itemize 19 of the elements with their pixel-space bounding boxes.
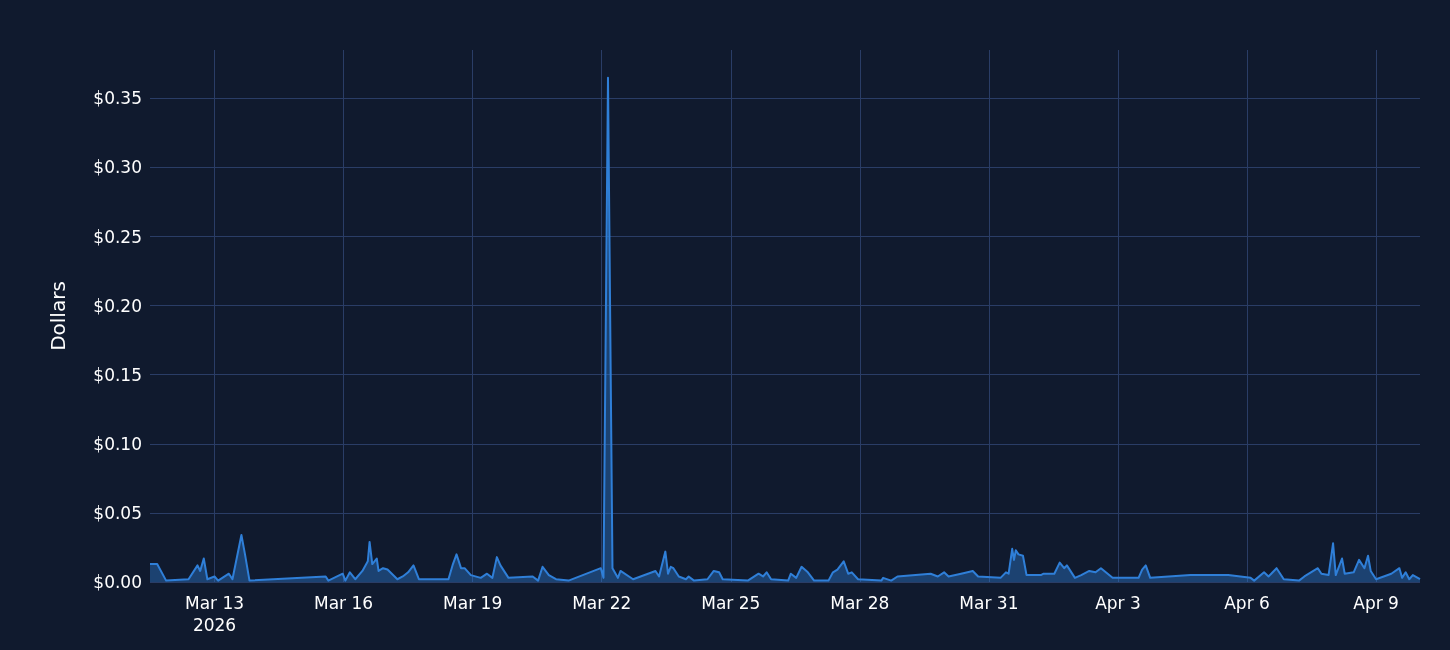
x-tick-label: Mar 28 — [830, 593, 890, 613]
x-tick-label: Mar 31 — [959, 593, 1019, 613]
x-tick-label: Mar 19 — [443, 593, 503, 613]
y-tick-label: $0.25 — [93, 226, 142, 247]
y-tick-label: $0.15 — [93, 364, 142, 385]
x-tick-label: Apr 9 — [1353, 593, 1399, 613]
x-tick-label: Mar 25 — [701, 593, 761, 613]
x-tick-label: Mar 13 2026 — [184, 593, 245, 635]
x-tick-label: Apr 6 — [1224, 593, 1270, 613]
y-tick-label: $0.35 — [93, 88, 142, 109]
y-tick-label: $0.10 — [93, 433, 142, 454]
y-axis-title: Dollars — [46, 281, 70, 351]
y-tick-label: $0.05 — [93, 502, 142, 523]
x-tick-label: Mar 22 — [572, 593, 632, 613]
x-tick-label: Mar 16 — [314, 593, 374, 613]
x-tick-label: Apr 3 — [1095, 593, 1141, 613]
y-tick-label: $0.00 — [93, 572, 142, 592]
y-tick-label: $0.30 — [93, 157, 142, 178]
y-tick-label: $0.20 — [93, 295, 142, 316]
